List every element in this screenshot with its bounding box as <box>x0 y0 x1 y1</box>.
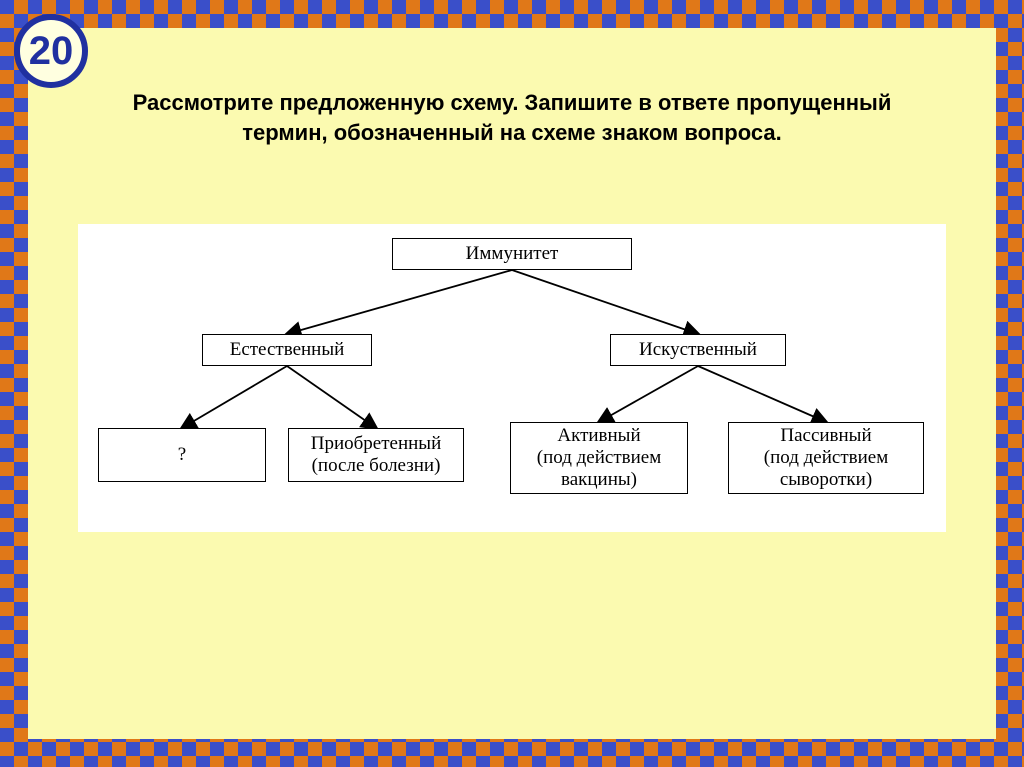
node-passive: Пассивный(под действиемсыворотки) <box>728 422 924 494</box>
edge-nat-q <box>182 366 287 428</box>
node-active: Активный(под действиемвакцины) <box>510 422 688 494</box>
diagram-container: Иммунитет Естественный Искуственный? Приобр… <box>78 224 946 532</box>
node-active-line: (под действием <box>537 447 661 469</box>
edge-root-art <box>512 270 698 334</box>
node-root-line: Иммунитет <box>466 243 559 265</box>
node-passive-line: (под действием <box>764 447 888 469</box>
node-root: Иммунитет <box>392 238 632 270</box>
question-number: 20 <box>29 29 74 74</box>
node-active-line: Активный <box>557 425 640 447</box>
node-active-line: вакцины) <box>561 469 637 491</box>
hierarchy-diagram: Иммунитет Естественный Искуственный? Приобр… <box>78 224 946 532</box>
edge-art-passive <box>698 366 826 422</box>
node-acq-line: Приобретенный <box>311 433 442 455</box>
node-nat-line: Естественный <box>230 339 345 361</box>
question-title: Рассмотрите предложенную схему. Запишите… <box>28 28 996 157</box>
slide-frame: 20 Рассмотрите предложенную схему. Запиш… <box>0 0 1024 767</box>
slide-panel: 20 Рассмотрите предложенную схему. Запиш… <box>28 28 996 739</box>
question-number-badge: 20 <box>14 14 88 88</box>
node-q: ? <box>98 428 266 482</box>
edge-nat-acq <box>287 366 376 428</box>
node-nat: Естественный <box>202 334 372 366</box>
node-passive-line: сыворотки) <box>780 469 872 491</box>
edge-root-nat <box>287 270 512 334</box>
node-acq-line: (после болезни) <box>312 455 441 477</box>
node-passive-line: Пассивный <box>780 425 871 447</box>
node-q-line: ? <box>178 444 186 466</box>
edge-art-active <box>599 366 698 422</box>
node-art-line: Искуственный <box>639 339 757 361</box>
node-acq: Приобретенный(после болезни) <box>288 428 464 482</box>
node-art: Искуственный <box>610 334 786 366</box>
